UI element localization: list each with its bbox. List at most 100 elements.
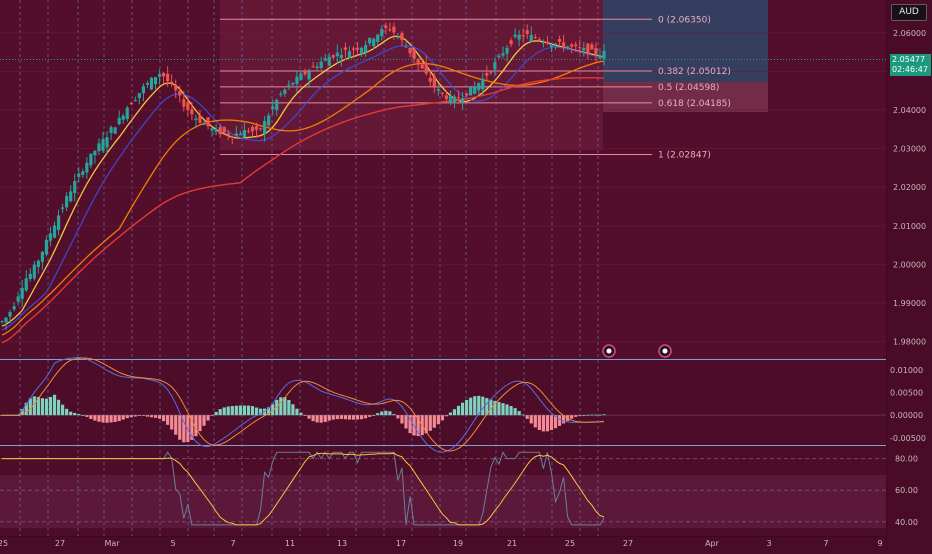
macd-histogram-bar bbox=[416, 415, 420, 437]
fib-level-label: 1 (2.02847) bbox=[658, 151, 711, 161]
candle-body bbox=[557, 39, 562, 42]
candle-body bbox=[590, 44, 594, 50]
rsi-ma-line bbox=[2, 452, 605, 526]
macd-histogram-bar bbox=[598, 414, 602, 416]
fib-level-label: 0.382 (2.05012) bbox=[658, 67, 731, 77]
macd-histogram-bar bbox=[582, 415, 586, 416]
candle-body bbox=[465, 93, 469, 96]
macd-histogram-bar bbox=[323, 415, 327, 422]
candle-body bbox=[85, 162, 89, 173]
time-tick-label: 17 bbox=[396, 539, 406, 548]
macd-histogram-bar bbox=[525, 415, 529, 419]
candle-body bbox=[28, 273, 32, 280]
macd-histogram-bar bbox=[481, 396, 485, 416]
candle-body bbox=[182, 99, 186, 107]
macd-histogram-bar bbox=[537, 415, 541, 431]
candle-body bbox=[174, 86, 178, 91]
candle-body bbox=[307, 71, 311, 80]
macd-histogram-bar bbox=[65, 408, 69, 416]
candle-body bbox=[335, 52, 339, 57]
event-icon[interactable] bbox=[658, 344, 672, 358]
time-tick-label: 3 bbox=[766, 539, 771, 548]
candle-body bbox=[97, 143, 101, 152]
candle-body bbox=[368, 37, 372, 44]
macd-histogram-bar bbox=[392, 414, 396, 416]
macd-histogram-bar bbox=[190, 415, 194, 440]
current-price-badge: 2.05477 02:46:47 bbox=[890, 54, 931, 76]
macd-histogram-bar bbox=[311, 415, 315, 422]
candle-body bbox=[299, 73, 303, 80]
candle-body bbox=[81, 171, 85, 175]
candle-body bbox=[56, 215, 61, 231]
macd-histogram-bar bbox=[121, 415, 125, 420]
macd-histogram-bar bbox=[129, 415, 133, 418]
candle-body bbox=[230, 136, 234, 138]
candle-body bbox=[424, 63, 428, 74]
moving-averages bbox=[1, 35, 605, 344]
macd-histogram-bar bbox=[400, 415, 404, 424]
candle-body bbox=[303, 70, 307, 75]
macd-histogram-bar bbox=[271, 404, 275, 416]
macd-histogram-bar bbox=[32, 396, 36, 416]
candle-body bbox=[137, 93, 141, 98]
fib-level-label: 0.618 (2.04185) bbox=[658, 99, 731, 109]
candle-body bbox=[477, 83, 481, 91]
candle-body bbox=[113, 127, 117, 134]
time-tick-label: Apr bbox=[705, 539, 720, 548]
macd-tick-label: 0.01000 bbox=[890, 366, 923, 375]
candle-body bbox=[327, 56, 331, 66]
time-tick-label: 27 bbox=[55, 539, 65, 548]
candle-body bbox=[315, 66, 319, 69]
macd-histogram-bar bbox=[315, 415, 319, 423]
price-tick-label: 1.98000 bbox=[893, 338, 926, 347]
macd-histogram-bar bbox=[56, 399, 61, 416]
candle-body bbox=[141, 86, 146, 94]
candle-body bbox=[275, 99, 279, 110]
macd-histogram-bar bbox=[145, 415, 150, 417]
candle-body bbox=[582, 48, 586, 51]
candle-body bbox=[388, 29, 392, 31]
candle-body bbox=[40, 251, 45, 262]
candle-body bbox=[210, 128, 214, 131]
price-tick-label: 2.01000 bbox=[893, 222, 926, 231]
macd-histogram-bar bbox=[319, 415, 323, 423]
macd-histogram-bar bbox=[206, 415, 210, 421]
macd-histogram-bar bbox=[291, 404, 295, 416]
macd-histogram-bar bbox=[489, 399, 493, 416]
candle-body bbox=[283, 89, 287, 94]
candle-body bbox=[190, 109, 194, 115]
macd-histogram-bar bbox=[238, 405, 242, 416]
macd-histogram-bar bbox=[513, 408, 517, 416]
candle-body bbox=[222, 127, 226, 133]
candle-body bbox=[351, 48, 356, 50]
macd-histogram-bar bbox=[149, 415, 154, 418]
macd-histogram-bar bbox=[141, 415, 146, 416]
currency-badge[interactable]: AUD bbox=[891, 4, 927, 21]
macd-histogram-bar bbox=[521, 414, 525, 416]
macd-histogram-bar bbox=[303, 415, 307, 416]
candle-body bbox=[355, 47, 360, 50]
macd-histogram-bar bbox=[242, 405, 247, 416]
macd-histogram-bar bbox=[533, 415, 537, 428]
macd-histogram-bar bbox=[594, 414, 598, 416]
horizontal-gridlines bbox=[0, 32, 886, 523]
candle-body bbox=[497, 55, 501, 58]
price-tick-label: 2.02000 bbox=[893, 183, 926, 192]
macd-histogram-bar bbox=[529, 415, 533, 424]
candle-body bbox=[77, 173, 81, 177]
candle-body bbox=[339, 54, 343, 59]
candle-body bbox=[4, 317, 8, 323]
macd-histogram-bar bbox=[347, 415, 352, 420]
macd-histogram-bar bbox=[194, 415, 198, 437]
macd-histogram-bar bbox=[376, 413, 380, 416]
price-tick-label: 2.06000 bbox=[893, 29, 926, 38]
time-tick-label: 21 bbox=[507, 539, 517, 548]
candle-body bbox=[408, 47, 412, 54]
time-tick-label: 27 bbox=[623, 539, 633, 548]
event-icon[interactable] bbox=[602, 344, 616, 358]
rsi-tick-label: 60.00 bbox=[895, 486, 918, 495]
candle-body bbox=[48, 233, 53, 241]
macd-histogram-bar bbox=[372, 414, 376, 416]
